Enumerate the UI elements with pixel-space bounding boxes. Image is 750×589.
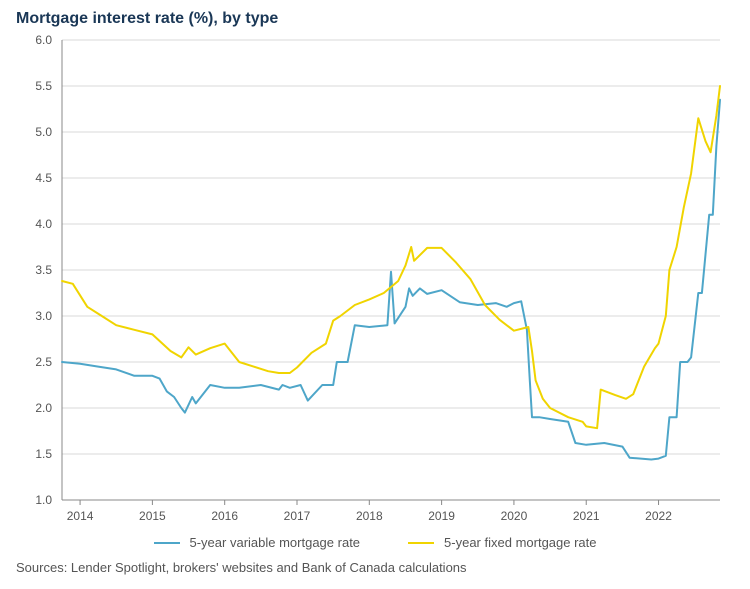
svg-text:5.5: 5.5 — [35, 79, 52, 93]
svg-text:2020: 2020 — [501, 509, 528, 523]
svg-text:3.5: 3.5 — [35, 263, 52, 277]
svg-text:2017: 2017 — [284, 509, 311, 523]
legend-label-variable: 5-year variable mortgage rate — [190, 535, 361, 550]
svg-text:2016: 2016 — [211, 509, 238, 523]
chart-svg: 1.0 1.5 2.0 2.5 3.0 3.5 4.0 4.5 5.0 5.5 6.0 2014 201… — [0, 0, 750, 589]
legend-item-variable: 5-year variable mortgage rate — [154, 535, 361, 550]
svg-text:2.5: 2.5 — [35, 355, 52, 369]
svg-text:3.0: 3.0 — [35, 309, 52, 323]
svg-text:2.0: 2.0 — [35, 401, 52, 415]
svg-text:2022: 2022 — [645, 509, 672, 523]
legend-item-fixed: 5-year fixed mortgage rate — [408, 535, 596, 550]
svg-text:2018: 2018 — [356, 509, 383, 523]
svg-text:4.5: 4.5 — [35, 171, 52, 185]
chart-container: Mortgage interest rate (%), by type 1.01… — [0, 0, 750, 589]
svg-text:2015: 2015 — [139, 509, 166, 523]
legend-swatch-fixed — [408, 542, 434, 544]
svg-text:4.0: 4.0 — [35, 217, 52, 231]
legend-swatch-variable — [154, 542, 180, 544]
svg-text:5.0: 5.0 — [35, 125, 52, 139]
source-text: Sources: Lender Spotlight, brokers' webs… — [16, 560, 467, 575]
svg-text:1.5: 1.5 — [35, 447, 52, 461]
svg-text:1.0: 1.0 — [35, 493, 52, 507]
svg-text:2021: 2021 — [573, 509, 600, 523]
legend-label-fixed: 5-year fixed mortgage rate — [444, 535, 596, 550]
legend: 5-year variable mortgage rate 5-year fix… — [0, 535, 750, 550]
svg-text:2019: 2019 — [428, 509, 455, 523]
svg-text:6.0: 6.0 — [35, 33, 52, 47]
svg-text:2014: 2014 — [67, 509, 94, 523]
